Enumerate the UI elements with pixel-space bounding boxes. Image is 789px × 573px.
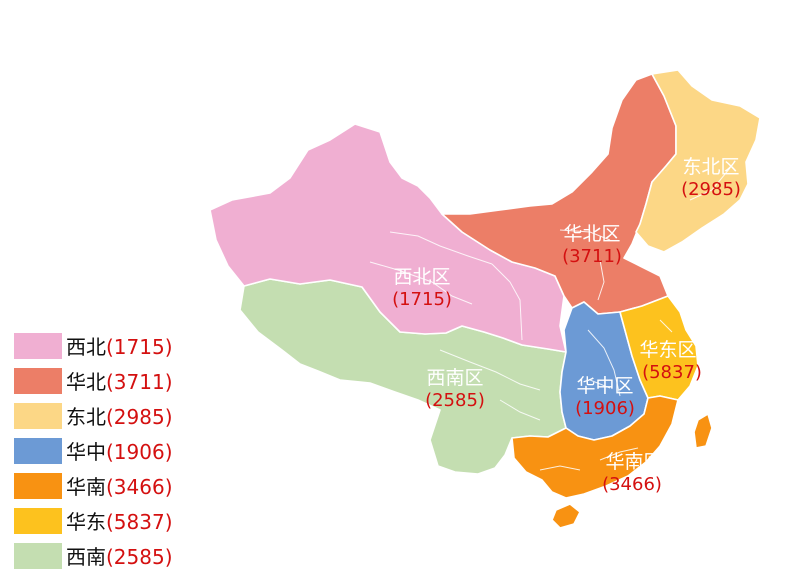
label-north-name: 华北区 <box>563 223 620 245</box>
legend-swatch <box>14 402 62 429</box>
legend-name: 华南 <box>66 475 106 499</box>
label-central-name: 华中区 <box>576 375 633 397</box>
region-south[interactable] <box>511 395 679 499</box>
legend-item-south[interactable]: 华南(3466) <box>14 468 214 503</box>
legend-value: (3466) <box>106 475 173 499</box>
legend-value: (1906) <box>106 440 173 464</box>
legend-name: 西南 <box>66 545 106 569</box>
label-southwest-name: 西南区 <box>426 367 483 389</box>
legend-item-north[interactable]: 华北(3711) <box>14 363 214 398</box>
label-central-value: (1906) <box>575 398 635 419</box>
label-northwest-value: (1715) <box>392 289 452 310</box>
legend-item-northeast[interactable]: 东北(2985) <box>14 398 214 433</box>
region-northeast[interactable] <box>635 69 761 253</box>
legend-name: 东北 <box>66 405 106 429</box>
legend-item-central[interactable]: 华中(1906) <box>14 433 214 468</box>
label-north-value: (3711) <box>562 246 622 267</box>
legend-item-east[interactable]: 华东(5837) <box>14 503 214 538</box>
legend-value: (5837) <box>106 510 173 534</box>
label-northeast-value: (2985) <box>681 179 741 200</box>
region-east-taiwan[interactable] <box>693 413 713 449</box>
legend-swatch <box>14 472 62 499</box>
legend-item-southwest[interactable]: 西南(2585) <box>14 538 214 573</box>
legend-name: 华东 <box>66 510 106 534</box>
legend-name: 西北 <box>66 335 106 359</box>
legend-value: (1715) <box>106 335 173 359</box>
label-east-value: (5837) <box>642 362 702 383</box>
legend-value: (2585) <box>106 545 173 569</box>
label-south-value: (3466) <box>602 474 662 495</box>
legend-value: (3711) <box>106 370 173 394</box>
legend-swatch <box>14 367 62 394</box>
legend-swatch <box>14 332 62 359</box>
region-northwest[interactable] <box>209 123 567 353</box>
legend-name: 华中 <box>66 440 106 464</box>
province-borders <box>369 167 731 471</box>
legend-name: 华北 <box>66 370 106 394</box>
region-south-hainan[interactable] <box>551 503 581 529</box>
region-east[interactable] <box>619 295 699 401</box>
legend-value: (2985) <box>106 405 173 429</box>
label-northwest-name: 西北区 <box>393 266 450 288</box>
label-east-name: 华东区 <box>639 339 696 361</box>
legend: 西北(1715) 华北(3711) 东北(2985) 华中(1906) 华南(3… <box>14 328 214 573</box>
label-northeast-name: 东北区 <box>682 156 739 178</box>
legend-swatch <box>14 542 62 569</box>
legend-item-northwest[interactable]: 西北(1715) <box>14 328 214 363</box>
label-south-name: 华南区 <box>605 451 662 473</box>
legend-swatch <box>14 507 62 534</box>
label-southwest-value: (2585) <box>425 390 485 411</box>
legend-swatch <box>14 437 62 464</box>
